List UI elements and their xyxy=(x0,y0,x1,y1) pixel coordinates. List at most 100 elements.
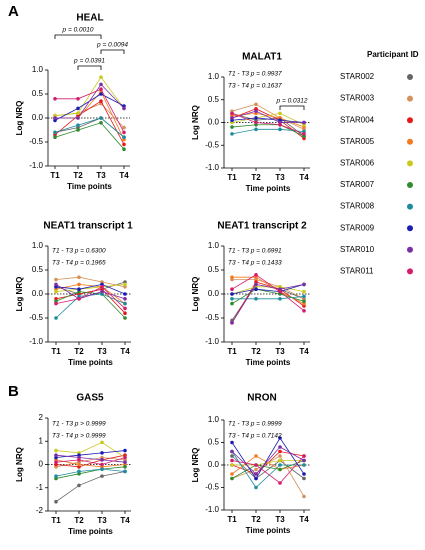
x-tick-label: T2 xyxy=(251,347,261,356)
x-tick-label: T2 xyxy=(251,515,261,524)
data-point xyxy=(278,467,282,472)
data-point xyxy=(230,440,234,445)
data-point xyxy=(254,287,258,292)
data-point xyxy=(100,462,104,467)
data-point xyxy=(278,289,282,294)
chart-title: NEAT1 transcript 2 xyxy=(217,221,307,232)
data-point xyxy=(123,448,127,453)
data-point xyxy=(278,111,282,116)
x-tick-label: T3 xyxy=(275,515,285,524)
data-point xyxy=(230,449,234,454)
x-tick-label: T4 xyxy=(120,516,130,525)
data-point xyxy=(230,321,234,325)
data-point xyxy=(230,292,234,296)
significance-bracket xyxy=(100,49,125,54)
data-point xyxy=(54,474,58,478)
data-point xyxy=(230,454,234,458)
legend-label: STAR010 xyxy=(340,245,375,254)
stat-note: T1 - T3 p = 0.6300 xyxy=(52,248,106,255)
legend-marker xyxy=(407,160,413,167)
legend-label: STAR007 xyxy=(340,180,375,189)
data-point xyxy=(77,483,81,488)
series-line xyxy=(54,122,125,150)
data-point xyxy=(99,116,103,120)
data-point xyxy=(123,465,127,469)
data-point xyxy=(254,476,258,481)
y-axis-label: Log NRQ xyxy=(15,101,24,136)
data-point xyxy=(278,458,282,463)
series-line xyxy=(231,437,305,480)
series-line xyxy=(54,76,125,116)
series-line xyxy=(231,128,305,135)
data-point xyxy=(76,128,80,132)
panel-label: A xyxy=(8,3,19,20)
data-point xyxy=(230,287,234,292)
data-point xyxy=(230,301,234,306)
series-line xyxy=(55,276,126,288)
y-tick-label: 0.0 xyxy=(208,118,220,127)
data-point xyxy=(99,82,103,87)
data-point xyxy=(76,97,80,101)
x-tick-label: T3 xyxy=(97,516,107,525)
data-point xyxy=(254,463,258,467)
data-point xyxy=(302,289,306,294)
series-line xyxy=(54,103,125,128)
data-point xyxy=(77,297,81,301)
legend-label: STAR002 xyxy=(340,72,375,81)
x-axis-label: Time points xyxy=(246,358,291,367)
y-tick-label: -0.5 xyxy=(205,483,219,492)
data-point xyxy=(254,485,258,490)
data-point xyxy=(302,120,306,125)
x-axis-label: Time points xyxy=(67,182,112,191)
y-axis-label: Log NRQ xyxy=(15,447,24,482)
data-point xyxy=(254,109,258,113)
data-point xyxy=(53,116,57,120)
series-line xyxy=(54,117,125,138)
x-tick-label: T1 xyxy=(51,516,61,525)
data-point xyxy=(53,135,57,139)
data-point xyxy=(122,142,126,147)
y-tick-label: 1.0 xyxy=(32,241,44,250)
legend-marker xyxy=(407,268,413,275)
series-line xyxy=(55,293,126,319)
data-point xyxy=(77,287,81,292)
x-tick-label: T1 xyxy=(227,347,237,356)
data-point xyxy=(278,122,282,127)
series-line xyxy=(231,455,305,484)
x-tick-label: T1 xyxy=(227,515,237,524)
data-point xyxy=(76,111,80,115)
data-point xyxy=(230,476,234,481)
data-point xyxy=(99,92,103,96)
p-value: p = 0.0010 xyxy=(62,27,94,34)
series-line xyxy=(55,284,126,300)
series-line xyxy=(231,113,305,135)
series-line xyxy=(55,466,126,479)
y-axis-label: Log NRQ xyxy=(15,277,24,312)
legend-label: STAR003 xyxy=(340,94,375,103)
x-tick-label: T2 xyxy=(74,516,84,525)
data-point xyxy=(123,282,127,287)
y-tick-label: -1.0 xyxy=(29,337,43,346)
series-line xyxy=(55,457,126,468)
x-axis-label: Time points xyxy=(68,358,113,367)
data-point xyxy=(302,463,306,467)
y-tick-label: -2 xyxy=(36,506,44,515)
data-point xyxy=(77,275,81,280)
x-tick-label: T4 xyxy=(120,347,130,356)
data-point xyxy=(123,297,127,301)
y-tick-label: 1 xyxy=(39,436,44,445)
data-point xyxy=(53,130,57,135)
legend-marker xyxy=(407,203,413,210)
data-point xyxy=(100,285,104,289)
y-tick-label: 1.0 xyxy=(208,241,220,250)
data-point xyxy=(122,125,126,130)
stat-note: T3 - T4 p = 0.1637 xyxy=(228,83,282,90)
y-tick-label: -0.5 xyxy=(29,313,43,322)
p-value: p = 0.0094 xyxy=(96,42,128,49)
data-point xyxy=(230,111,234,116)
data-point xyxy=(254,467,258,472)
chart-title: HEAL xyxy=(76,13,103,24)
data-point xyxy=(230,463,234,467)
series-line xyxy=(55,457,126,465)
data-point xyxy=(122,135,126,139)
